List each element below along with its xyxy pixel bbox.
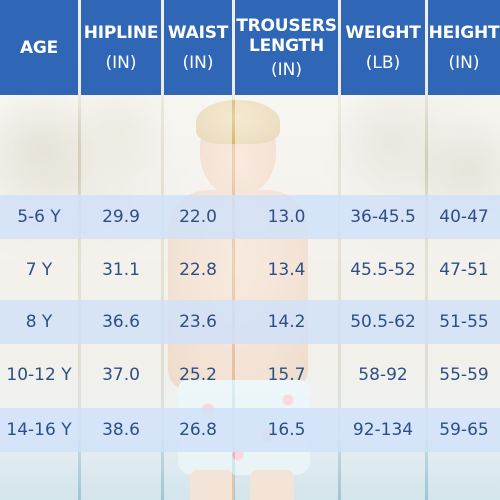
header-label: HIPLINE bbox=[83, 22, 159, 43]
cell-weight: 58-92 bbox=[358, 365, 408, 385]
cell-trousers-length: 13.4 bbox=[267, 260, 306, 280]
header-waist: WAIST (IN) bbox=[164, 0, 232, 95]
header-unit: (IN) bbox=[105, 52, 137, 73]
cell-waist: 26.8 bbox=[179, 420, 217, 440]
cell-trousers-length: 16.5 bbox=[267, 420, 306, 440]
header-unit: (IN) bbox=[182, 52, 214, 73]
cell-weight: 45.5-52 bbox=[350, 260, 416, 280]
header-trousers-length: TROUSERS LENGTH (IN) bbox=[235, 0, 338, 95]
header-label: HEIGHT bbox=[428, 22, 500, 43]
cell-height: 59-65 bbox=[439, 420, 489, 440]
cell-weight: 92-134 bbox=[352, 420, 414, 440]
cell-hipline: 36.6 bbox=[102, 312, 140, 332]
header-hipline: HIPLINE (IN) bbox=[81, 0, 161, 95]
header-unit: (IN) bbox=[448, 52, 480, 73]
cell-height: 40-47 bbox=[439, 207, 489, 227]
cell-waist: 22.8 bbox=[179, 260, 217, 280]
cell-age: 10-12 Y bbox=[6, 365, 72, 385]
cell-age: 7 Y bbox=[25, 260, 53, 280]
row-band bbox=[0, 300, 500, 344]
cell-weight: 36-45.5 bbox=[350, 207, 416, 227]
row-band bbox=[0, 408, 500, 452]
header-unit: (LB) bbox=[365, 52, 401, 73]
cell-waist: 23.6 bbox=[179, 312, 217, 332]
cell-height: 51-55 bbox=[439, 312, 489, 332]
header-age: AGE bbox=[0, 0, 78, 95]
cell-waist: 22.0 bbox=[179, 207, 217, 227]
cell-age: 8 Y bbox=[25, 312, 53, 332]
cell-hipline: 37.0 bbox=[102, 365, 140, 385]
header-label: AGE bbox=[19, 37, 59, 58]
header-unit: (IN) bbox=[271, 59, 302, 80]
header-label-line2: LENGTH bbox=[249, 35, 324, 56]
cell-hipline: 38.6 bbox=[102, 420, 140, 440]
row-band bbox=[0, 195, 500, 239]
cell-trousers-length: 13.0 bbox=[267, 207, 306, 227]
header-label: WAIST bbox=[167, 22, 229, 43]
header-height: HEIGHT (IN) bbox=[428, 0, 500, 95]
header-label: TROUSERS bbox=[236, 15, 337, 36]
cell-waist: 25.2 bbox=[179, 365, 217, 385]
cell-trousers-length: 14.2 bbox=[267, 312, 306, 332]
header-weight: WEIGHT (LB) bbox=[341, 0, 425, 95]
cell-age: 14-16 Y bbox=[6, 420, 72, 440]
cell-height: 55-59 bbox=[439, 365, 489, 385]
cell-weight: 50.5-62 bbox=[350, 312, 416, 332]
header-label: WEIGHT bbox=[345, 22, 421, 43]
cell-trousers-length: 15.7 bbox=[267, 365, 306, 385]
cell-height: 47-51 bbox=[439, 260, 489, 280]
cell-hipline: 29.9 bbox=[102, 207, 140, 227]
cell-age: 5-6 Y bbox=[17, 207, 61, 227]
cell-hipline: 31.1 bbox=[102, 260, 140, 280]
